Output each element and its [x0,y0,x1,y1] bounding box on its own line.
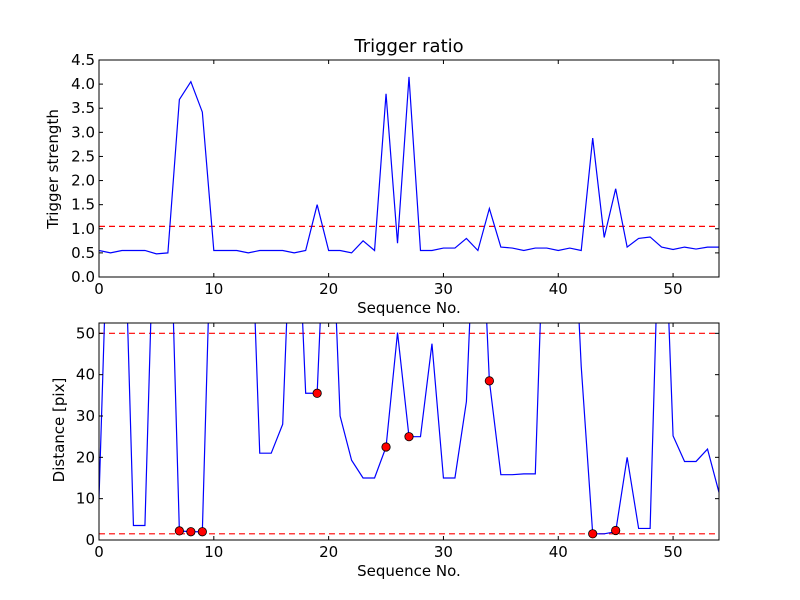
chart-1-ytick-label-8: 4.0 [71,75,95,93]
chart-2-ytick-label-2: 20 [76,448,95,466]
chart-1-xlabel: Sequence No. [357,299,461,317]
chart-1-ytick-label-2: 1.0 [71,220,95,238]
chart-2-xlabel: Sequence No. [357,562,461,580]
chart-2-marker-4 [312,388,322,398]
chart-2-marker-5 [381,442,391,452]
chart-2-ylabel: Distance [pix] [50,378,68,483]
chart-2-marker-3 [197,527,207,537]
chart-1-ytick-label-3: 1.5 [71,196,95,214]
chart-2-ytick-label-4: 40 [76,366,95,384]
chart-1-xtick-label-4: 40 [549,280,568,298]
chart-1-plot: 0 10 20 30 40 50 0.0 0.5 1.0 1.5 2.0 2.5 3.0 3.5 4.0 4.… [71,51,720,298]
chart-2-marker-8 [588,529,598,539]
chart-2-ytick-label-1: 10 [76,490,95,508]
chart-1-axes-frame [98,59,720,278]
chart-1-ytick-label-7: 3.5 [71,99,95,117]
chart-2-xtick-label-1: 10 [204,543,223,561]
chart-2-plot: 0 10 20 30 40 50 0 10 20 30 40 50 [76,322,720,561]
chart-2-marker-2 [186,527,196,537]
chart-1-ytick-label-0: 0.0 [71,268,95,286]
chart-1-ytick-label-5: 2.5 [71,147,95,165]
chart-1-ytick-label-6: 3.0 [71,123,95,141]
chart-1-xtick-label-2: 20 [319,280,338,298]
chart-2-ytick-label-0: 0 [85,531,95,549]
chart-1-xtick-label-3: 30 [434,280,453,298]
chart-1-xtick-label-5: 50 [664,280,683,298]
chart-2-xtick-label-5: 50 [664,543,683,561]
chart-2-ytick-label-5: 50 [76,324,95,342]
chart-2-xtick-label-0: 0 [94,543,104,561]
chart-1-ytick-label-9: 4.5 [71,51,95,69]
chart-2-marker-6 [404,432,414,442]
chart-1-ytick-label-4: 2.0 [71,172,95,190]
chart-1-xtick-label-0: 0 [94,280,104,298]
chart-2-axes-frame [98,322,720,541]
chart-2-xtick-label-2: 20 [319,543,338,561]
chart-1-series-line-1 [99,76,719,255]
chart-2-ytick-label-3: 30 [76,407,95,425]
chart-2-marker-1 [174,526,184,536]
chart-2-xtick-label-4: 40 [549,543,568,561]
chart-2-marker-7 [484,376,494,386]
chart-1-ylabel: Trigger strength [44,109,62,230]
chart-2-xtick-label-3: 30 [434,543,453,561]
chart-1-ytick-label-1: 0.5 [71,244,95,262]
chart-2-marker-9 [611,525,621,536]
chart-1-title: Trigger ratio [353,36,463,57]
chart-1-xtick-label-1: 10 [204,280,223,298]
